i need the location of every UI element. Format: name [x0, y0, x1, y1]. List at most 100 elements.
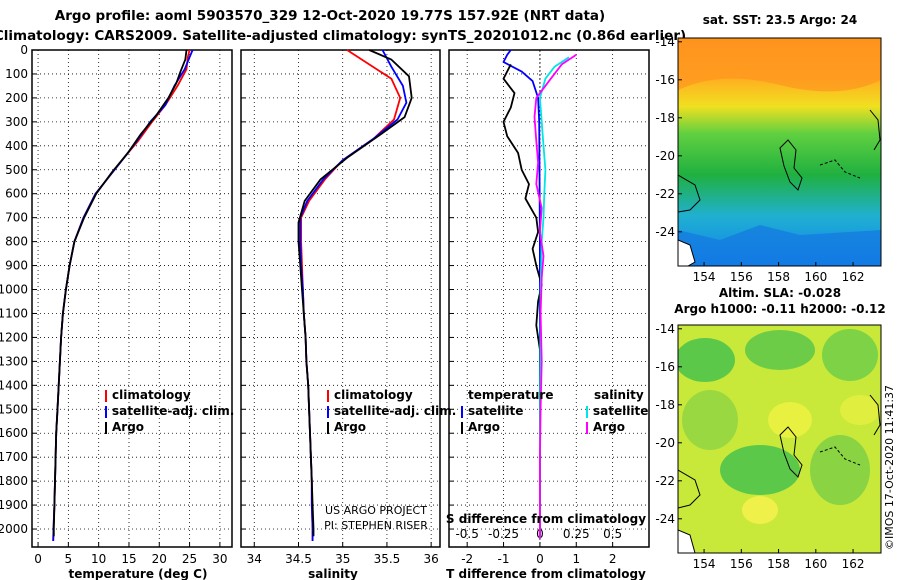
y-tick-label: 0: [20, 43, 28, 57]
sla-low: [745, 330, 815, 370]
y-tick-label: 1800: [0, 474, 28, 488]
y-tick-label: 1900: [0, 498, 28, 512]
x-tick-label: 34: [247, 552, 262, 566]
legend-argo: Argo: [334, 420, 366, 434]
salinity-panel: [240, 49, 441, 548]
sst-warm-region: [678, 38, 881, 92]
y-tick-label: 1100: [0, 306, 28, 320]
temperature-xlabel: temperature (deg C): [69, 567, 208, 580]
y-tick-label: 1200: [0, 330, 28, 344]
y-tick-label: 700: [5, 211, 28, 225]
y-tick-label: 400: [5, 139, 28, 153]
lat-label: -18: [655, 111, 675, 125]
coastline-land: [678, 529, 696, 553]
lon-label: 160: [804, 270, 827, 284]
temperature-legend: climatology satellite-adj. clim. Argo: [105, 388, 234, 434]
map-axes: 154 156 158 160 162 -14 -16 -18 -20 -22 -24 154 156 1…: [655, 35, 864, 571]
lon-label: 158: [767, 270, 790, 284]
sla-map-title1: Altim. SLA: -0.028: [719, 286, 841, 300]
legend-satellite: satellite-adj. clim.: [112, 404, 234, 418]
sla-high: [840, 395, 880, 425]
y-tick-label: 1600: [0, 426, 28, 440]
legend-t-satellite: satellite: [468, 404, 523, 418]
legend-salinity-title: salinity: [594, 388, 644, 402]
salinity-legend: climatology satellite-adj. clim. Argo: [327, 388, 456, 434]
sla-low: [682, 390, 738, 450]
series-argo: [52, 49, 188, 537]
series-argo: [533, 54, 577, 539]
lon-label: 154: [693, 270, 716, 284]
lat-label: -22: [655, 474, 675, 488]
series-satellite-adj-clim-: [52, 49, 194, 542]
y-tick-label: 100: [5, 67, 28, 81]
series-climatology: [52, 49, 191, 542]
header-line2: Climatology: CARS2009. Satellite-adjuste…: [0, 28, 686, 44]
x-tick-label: -2: [461, 552, 473, 566]
lat-label: -24: [655, 225, 675, 239]
temperature-panel: [31, 49, 233, 548]
sla-low: [720, 445, 800, 495]
legend-satellite: satellite-adj. clim.: [334, 404, 456, 418]
sla-high: [742, 496, 778, 524]
lat-label: -16: [655, 360, 675, 374]
project-line1: US ARGO PROJECT: [325, 504, 427, 517]
lon-label: 162: [842, 270, 865, 284]
x-tick-label: 20: [152, 552, 167, 566]
y-tick-label: 900: [5, 259, 28, 273]
lon-label: 154: [693, 557, 716, 571]
reef-contour: [869, 109, 881, 151]
reef-contour: [819, 159, 861, 179]
sla-low: [822, 329, 878, 381]
lon-label: 160: [804, 557, 827, 571]
legend-argo: Argo: [112, 420, 144, 434]
sdiff-xlabel: S difference from climatology: [446, 512, 646, 526]
lat-label: -14: [655, 322, 675, 336]
legend-s-argo: Argo: [593, 420, 625, 434]
salinity-xlabel: salinity: [308, 567, 358, 580]
lat-label: -24: [655, 512, 675, 526]
lat-label: -22: [655, 187, 675, 201]
coastline-land: [678, 239, 696, 266]
grid-layer: [32, 49, 649, 547]
s-tick-label: -0.25: [488, 527, 519, 541]
coastline: [678, 469, 701, 509]
difference-panel: [448, 49, 650, 548]
y-tick-label: 1700: [0, 450, 28, 464]
y-tick-label: 500: [5, 163, 28, 177]
legend-climatology: climatology: [112, 388, 191, 402]
legend-climatology: climatology: [334, 388, 413, 402]
y-tick-label: 2000: [0, 522, 28, 536]
sst-map-title: sat. SST: 23.5 Argo: 24: [703, 13, 857, 27]
lat-label: -18: [655, 398, 675, 412]
y-tick-label: 1300: [0, 354, 28, 368]
y-tick-label: 200: [5, 91, 28, 105]
y-tick-label: 1000: [0, 283, 28, 297]
x-tick-label: 0: [536, 552, 544, 566]
s-tick-label: -0.5: [455, 527, 478, 541]
lat-label: -16: [655, 73, 675, 87]
x-tick-label: 36: [424, 552, 439, 566]
lon-label: 156: [730, 557, 753, 571]
lat-label: -20: [655, 436, 675, 450]
depth-axis: 0 100 200 300 400 500 600 700 800 900 1000 1100 1200…: [0, 43, 454, 536]
s-tick-label: 0.25: [563, 527, 590, 541]
x-tick-label: 30: [212, 552, 227, 566]
legend-s-satellite: satellite: [593, 404, 648, 418]
difference-legend: temperature satellite Argo salinity sate…: [461, 388, 648, 434]
lat-label: -14: [655, 35, 675, 49]
x-tick-label: -1: [498, 552, 510, 566]
series-argo: [502, 63, 543, 537]
reef-contour: [779, 426, 803, 478]
legend-temperature-title: temperature: [468, 388, 553, 402]
series-climatology: [300, 49, 402, 541]
x-tick-label: 0: [34, 552, 42, 566]
tdiff-xlabel: T difference from climatology: [446, 567, 646, 580]
header-line1: Argo profile: aoml 5903570_329 12-Oct-20…: [55, 8, 605, 24]
reef-contour: [869, 394, 881, 436]
sst-map-frame: [677, 37, 882, 267]
profile-lines: [52, 49, 577, 542]
project-line2: PI: STEPHEN RISER: [324, 519, 428, 532]
lon-label: 156: [730, 270, 753, 284]
y-tick-label: 1500: [0, 402, 28, 416]
